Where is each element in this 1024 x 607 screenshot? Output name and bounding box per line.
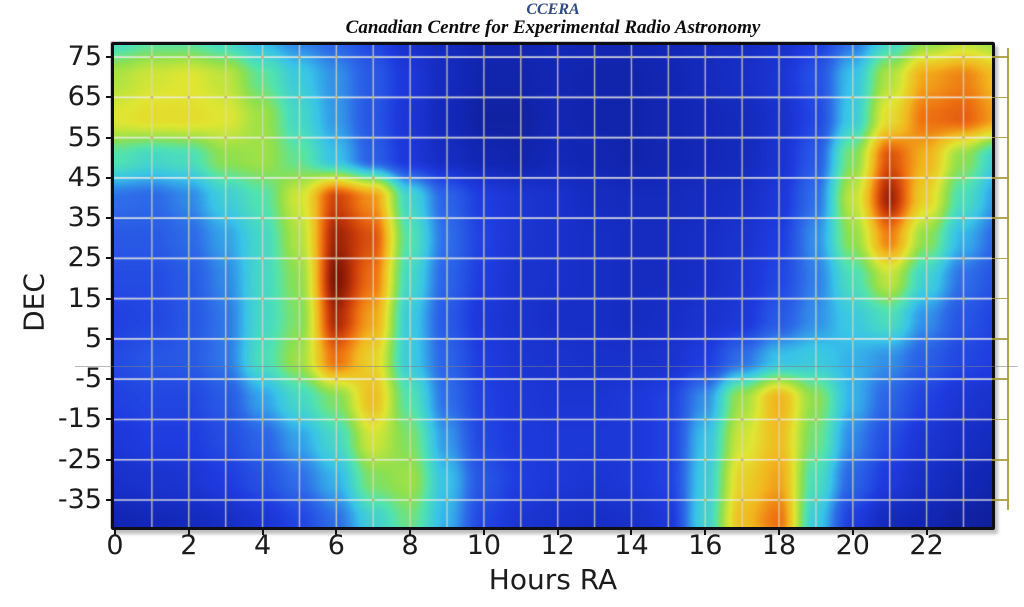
x-tick-label: 16 [688,530,723,561]
y-tick-label: 45 [67,161,102,193]
x-tick-label: 10 [466,530,502,561]
y-tick-label: 5 [84,322,102,354]
grid-overhang-line [992,257,1009,260]
x-tick-label: 22 [909,530,944,561]
y-tick-mark [106,458,113,461]
y-tick-label: 15 [67,282,102,314]
x-tick-label: 20 [835,530,870,561]
grid-overhang-line [992,338,1009,340]
y-tick-label: 65 [67,81,102,113]
grid-overhang-line [992,177,1009,179]
grid-overhang-line [992,418,1009,421]
x-tick-mark [556,528,559,535]
y-tick-label: 25 [67,242,102,274]
x-tick-mark [925,528,928,535]
y-tick-label: -15 [57,403,102,435]
x-tick-label: 18 [761,530,797,561]
x-tick-mark [187,528,190,535]
y-tick-mark [106,217,113,220]
x-tick-mark [335,528,338,535]
y-tick-label: -25 [57,443,102,475]
grid-overhang-line [992,459,1009,461]
y-tick-mark [106,378,113,381]
x-tick-mark [114,528,116,535]
x-tick-mark [704,528,707,535]
grid-overhang-line [992,136,1009,139]
y-tick-label: -35 [57,484,102,516]
y-tick-mark [106,418,113,421]
grid-overhang-line [992,499,1009,501]
x-tick-mark [630,528,633,535]
grid-overhang-line [992,96,1009,99]
artifact-line [75,366,1018,367]
plot-area [111,42,995,530]
y-tick-mark [106,257,113,260]
grid-overhang-line [992,297,1009,300]
y-tick-mark [106,56,113,59]
grid-overhang-line [992,56,1009,58]
y-tick-mark [106,136,113,139]
x-tick-label: 2 [180,530,198,561]
y-tick-label: 35 [67,202,102,234]
heatmap-canvas [114,45,992,527]
x-tick-mark [261,528,264,535]
x-tick-mark [851,528,854,535]
x-tick-mark [409,528,412,535]
x-tick-label: 14 [614,530,649,561]
chart-header: CCERA Canadian Centre for Experimental R… [114,1,992,38]
y-tick-mark [106,96,113,99]
x-tick-mark [482,528,485,535]
x-tick-mark [778,528,781,535]
y-tick-label: 75 [67,41,102,73]
x-axis-title: Hours RA [488,563,618,596]
y-tick-mark [106,176,113,179]
grid-overhang-line [992,378,1009,380]
grid-overhang-line [992,217,1009,219]
x-tick-label: 6 [327,530,345,561]
y-tick-mark [106,337,113,340]
chart-title: CCERA [526,1,580,18]
y-tick-label: 55 [67,121,102,153]
x-tick-label: 8 [401,530,419,561]
grid-overhang-line [1007,48,1009,510]
y-tick-mark [106,499,113,502]
y-tick-mark [106,297,113,300]
x-tick-label: 4 [253,530,272,561]
chart-subtitle: Canadian Centre for Experimental Radio A… [345,17,761,38]
y-tick-label: -5 [75,363,102,395]
x-tick-label: 12 [540,530,575,561]
x-tick-label: 0 [106,530,124,561]
